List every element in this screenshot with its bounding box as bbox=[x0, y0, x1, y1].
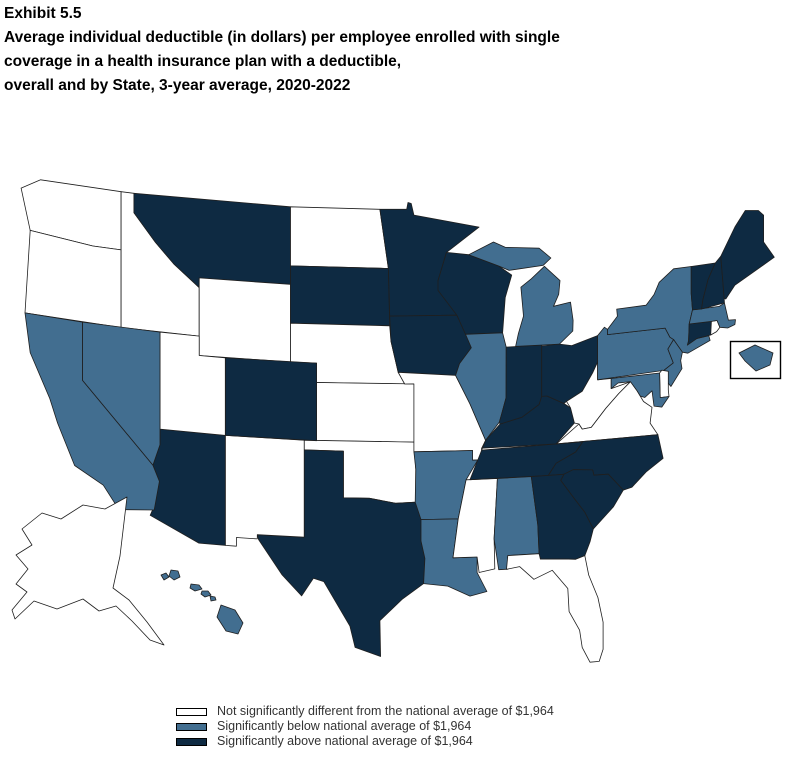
dc-inset bbox=[729, 340, 782, 380]
state-me: Maine bbox=[720, 210, 775, 300]
state-co: Colorado bbox=[224, 357, 317, 442]
state-ks: Kansas bbox=[316, 382, 415, 443]
state-wi: Wisconsin bbox=[437, 252, 513, 335]
state-hi: Hawaii bbox=[160, 569, 244, 635]
legend-swatch-below bbox=[176, 722, 207, 731]
legend-swatch-not-different bbox=[176, 707, 207, 716]
title-line-3: overall and by State, 3-year average, 20… bbox=[4, 77, 351, 94]
state-mi: Michigan bbox=[468, 241, 574, 347]
state-de: Delaware bbox=[659, 369, 670, 398]
exhibit-label: Exhibit 5.5 bbox=[4, 5, 82, 22]
state-nd: North Dakota bbox=[290, 206, 389, 269]
state-md: Maryland bbox=[610, 372, 670, 408]
legend-item-not-different: Not significantly different from the nat… bbox=[176, 704, 554, 719]
state-mn: Minnesota bbox=[379, 202, 480, 317]
state-dc bbox=[738, 344, 774, 372]
legend-label: Significantly below national average of … bbox=[217, 719, 472, 733]
state-fl: Florida bbox=[506, 553, 604, 663]
state-ak: Alaska bbox=[11, 496, 165, 646]
legend-label: Significantly above national average of … bbox=[217, 734, 473, 748]
title-block: Exhibit 5.5 Average individual deductibl… bbox=[4, 2, 724, 98]
legend: Not significantly different from the nat… bbox=[176, 704, 554, 749]
legend-label: Not significantly different from the nat… bbox=[217, 704, 554, 718]
state-az: Arizona bbox=[149, 428, 226, 546]
state-wy: Wyoming bbox=[198, 277, 291, 363]
title-line-1: Average individual deductible (in dollar… bbox=[4, 29, 560, 46]
state-il: Illinois bbox=[455, 332, 507, 441]
state-nm: New Mexico bbox=[224, 435, 305, 547]
title-line-2: coverage in a health insurance plan with… bbox=[4, 53, 402, 70]
legend-swatch-above bbox=[176, 737, 207, 746]
legend-item-below: Significantly below national average of … bbox=[176, 719, 554, 734]
state-sd: South Dakota bbox=[290, 265, 391, 327]
legend-item-above: Significantly above national average of … bbox=[176, 734, 554, 749]
